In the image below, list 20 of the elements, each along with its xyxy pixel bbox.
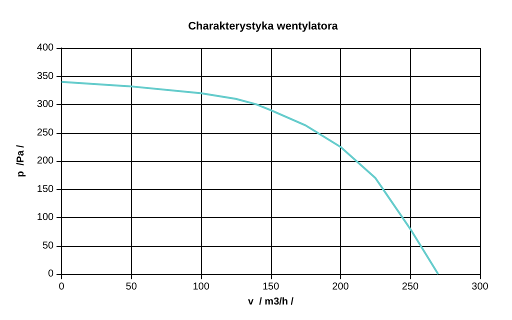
- chart-title: Charakterystyka wentylatora: [188, 20, 339, 32]
- x-tick-label: 300: [472, 282, 489, 293]
- x-tick-label: 0: [58, 282, 65, 293]
- y-tick-label: 350: [36, 70, 54, 82]
- x-tick-label: 50: [126, 282, 138, 293]
- x-tick-label: 100: [192, 282, 210, 293]
- x-tick-label: 250: [402, 282, 420, 293]
- y-axis-title: p /Pa /: [16, 144, 26, 178]
- y-tick-label: 250: [36, 127, 54, 138]
- y-tick-label: 50: [42, 240, 54, 252]
- y-tick-label: 300: [36, 99, 54, 110]
- y-tick-label: 150: [36, 184, 54, 195]
- y-tick-label: 200: [36, 156, 54, 167]
- y-tick-label: 400: [36, 42, 54, 54]
- x-tick-label: 150: [262, 282, 280, 293]
- x-tick-label: 200: [332, 282, 350, 293]
- line-series: [60, 80, 440, 276]
- x-axis-title: v / m3/h /: [248, 296, 294, 308]
- y-tick-label: 0: [48, 268, 54, 280]
- y-tick-label: 100: [36, 212, 54, 224]
